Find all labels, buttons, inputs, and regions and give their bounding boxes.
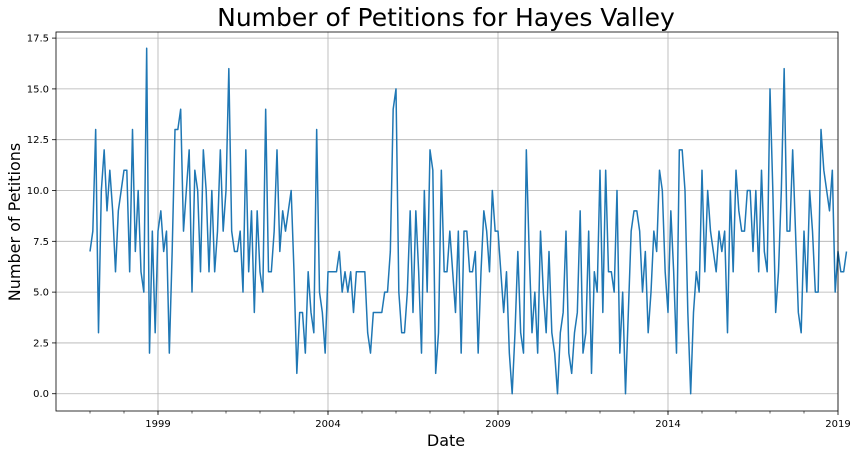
x-axis-label: Date	[427, 431, 465, 450]
x-tick-label: 2019	[825, 419, 850, 430]
y-tick-label: 12.5	[27, 135, 49, 146]
y-tick-label: 17.5	[27, 34, 49, 45]
x-tick-label: 2009	[485, 419, 510, 430]
y-tick-label: 2.5	[33, 338, 49, 349]
y-tick-label: 15.0	[27, 84, 49, 95]
axes	[55, 31, 839, 412]
x-tick-label: 2014	[655, 419, 680, 430]
series-line	[89, 47, 848, 395]
series-layer	[89, 47, 848, 395]
y-tick-label: 7.5	[33, 237, 49, 248]
x-tick-label: 1999	[145, 419, 170, 430]
y-axis-label: Number of Petitions	[5, 143, 24, 302]
chart-title: Number of Petitions for Hayes Valley	[217, 3, 675, 32]
y-tick-label: 0.0	[33, 389, 49, 400]
tick-layer: 0.0 2.5 5.0 7.5 10.0 12.5 15.0 17.5 1999 2004 2009…	[27, 34, 851, 430]
x-tick-label: 2004	[315, 419, 340, 430]
y-tick-label: 10.0	[27, 186, 49, 197]
plot-frame	[55, 31, 839, 412]
y-tick-label: 5.0	[33, 288, 49, 299]
